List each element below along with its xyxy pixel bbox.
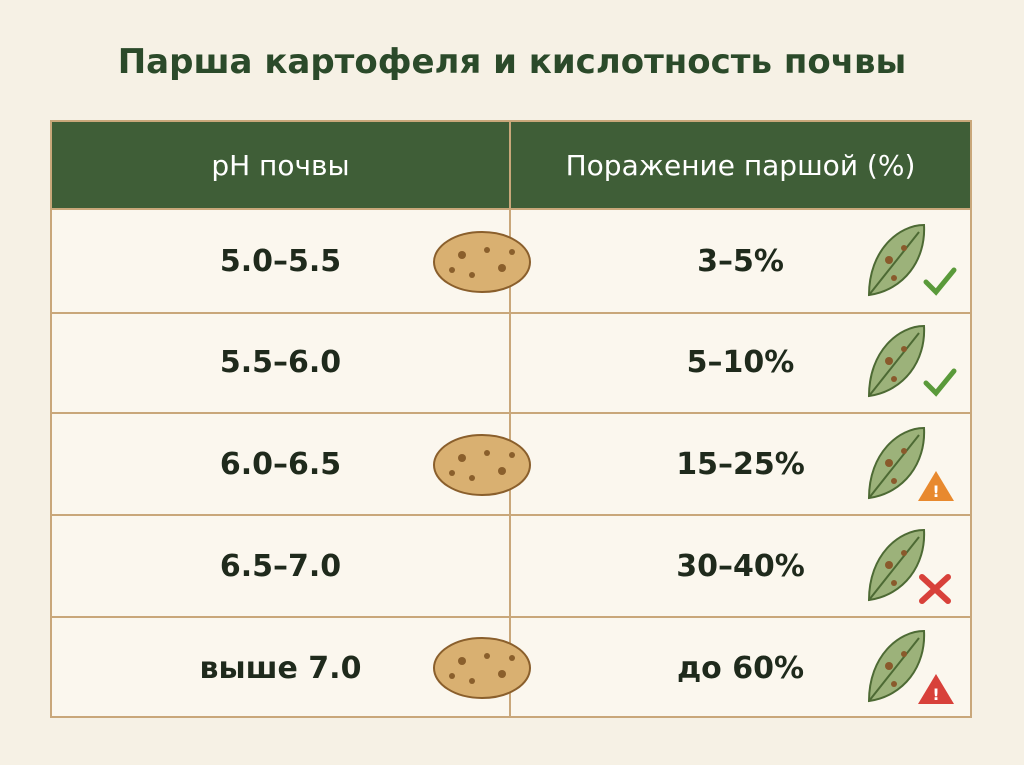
- leaf-icon: [868, 325, 957, 397]
- row-icons: [868, 529, 951, 604]
- potato-icon: [433, 637, 531, 699]
- header-cell: Поражение паршой (%): [565, 148, 916, 182]
- table-row: 5.0–5.5 3–5%: [52, 210, 970, 314]
- scab-cell: 3–5%: [697, 243, 784, 279]
- svg-text:!: !: [932, 685, 939, 704]
- table-row: 6.5–7.0 30–40%: [52, 516, 970, 618]
- header-row: pH почвы Поражение паршой (%): [52, 122, 970, 210]
- table-row: 5.5–6.0 5–10%: [52, 312, 970, 414]
- table-row: выше 7.0 до 60%: [52, 618, 970, 718]
- leaf-icon: !: [868, 630, 954, 704]
- leaf-icon: [868, 224, 957, 296]
- ph-cell: 6.5–7.0: [52, 516, 511, 616]
- leaf-icon: [868, 529, 951, 604]
- potato-icon: [433, 231, 531, 293]
- scab-cell: до 60%: [676, 650, 805, 686]
- svg-text:!: !: [932, 482, 939, 501]
- ph-cell: 5.5–6.0: [52, 312, 511, 412]
- scab-cell: 15–25%: [676, 446, 805, 482]
- potato-icon: [433, 434, 531, 496]
- table: pH почвы Поражение паршой (%) 5.0–5.5 3–5…: [50, 120, 972, 718]
- row-icons: !: [433, 427, 954, 501]
- row-icons: [433, 224, 957, 296]
- row-icons: [868, 325, 957, 397]
- scab-cell: 5–10%: [686, 344, 795, 380]
- header-cell: pH почвы: [52, 122, 511, 208]
- scab-cell: 30–40%: [676, 548, 805, 584]
- leaf-icon: !: [868, 427, 954, 501]
- row-icons: !: [433, 630, 954, 704]
- title: Парша картофеля и кислотность почвы: [117, 42, 907, 82]
